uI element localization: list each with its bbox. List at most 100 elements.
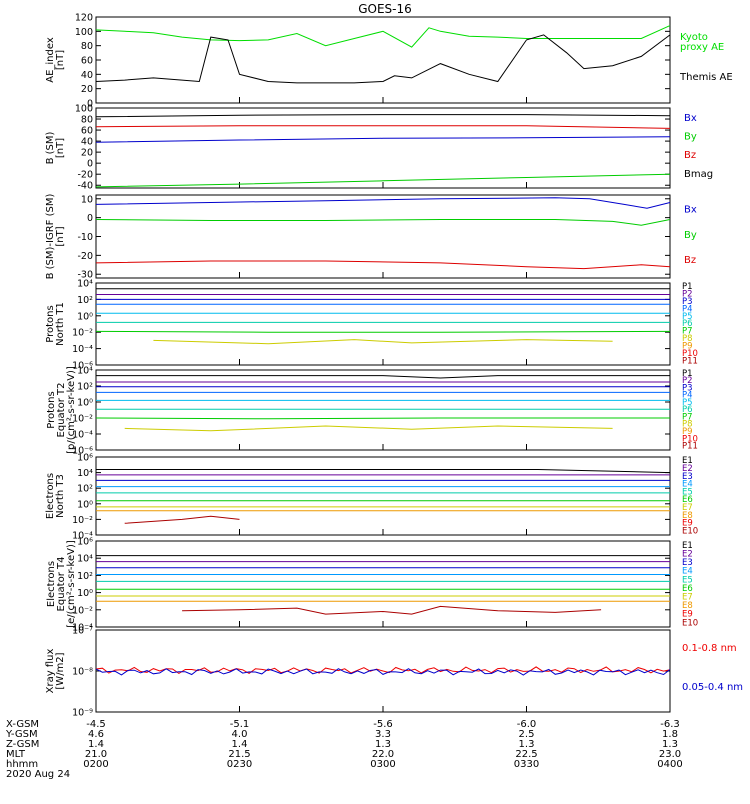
panel-1-series-kyoto-proxy-ae [95,25,671,48]
panel-7-legend-e7: E7 [682,592,693,602]
panel-2-series-bz [95,125,671,129]
ephemeris-value: 1.4 [232,739,248,750]
panel-3-series-by [95,219,671,226]
panel-3-ytick-label: -20 [77,251,93,262]
panel-3-ytick-label: -10 [77,232,93,243]
panel-2-series-bmag [95,114,671,118]
panel-5-legend-p3: P3 [682,383,693,393]
panel-4-legend-p6: P6 [682,319,693,329]
ephemeris-row-label: Y-GSM [5,729,38,740]
panel-6-ytick-label: 10⁻² [72,515,93,526]
panel-5-legend-p2: P2 [682,376,693,386]
panel-4-ytick-label: 10⁴ [77,279,93,290]
ephemeris-value: 21.0 [85,749,107,760]
panel-4-legend-p2: P2 [682,289,693,299]
ephemeris-row-label: hhmm [6,759,38,770]
panel-6-ytick-label: 10⁴ [77,468,93,479]
ephemeris-row-label: X-GSM [6,719,39,730]
panel-4-legend-p10: P10 [682,349,698,359]
ephemeris-row-label: MLT [6,749,26,760]
ephemeris-value: 1.8 [662,729,678,740]
panel-7-legend-e3: E3 [682,558,693,568]
panel-2-ytick-label: 20 [81,148,93,159]
panel-5-legend-p7: P7 [682,412,693,422]
panel-3-ytick-label: -30 [77,270,93,281]
panel-8-series-0-1-0-8-nm [95,666,671,674]
ephemeris-value: -5.1 [230,719,250,730]
panel-7-series-e9 [182,605,602,615]
panel-2-series-by [95,173,671,188]
ephemeris-row-label: Z-GSM [6,739,39,750]
panel-3-ylabel: B (SM)-IGRF (SM) [45,194,56,280]
ephemeris-value: 22.5 [515,749,537,760]
panel-8-legend-0-05-0-4-nm: 0.05-0.4 nm [682,682,743,693]
panel-3-ytick-label: 0 [87,213,93,224]
panel-3-legend-bz: Bz [684,255,696,266]
panel-5-ytick-label: 10⁴ [77,366,93,377]
ephemeris-value: 21.5 [228,749,250,760]
panel-4-frame [95,282,671,366]
panel-1-ytick-label: 0 [87,99,93,110]
ephemeris-value: 0200 [83,759,108,770]
panel-2-legend-bz: Bz [684,150,696,161]
panel-5-legend-p5: P5 [682,398,693,408]
panel-4-legend-p8: P8 [682,334,693,344]
ephemeris-value: 1.3 [519,739,535,750]
panel-7-legend-e5: E5 [682,575,693,585]
ephemeris-value: 0330 [514,759,539,770]
panel-7-legend-e6: E6 [682,584,693,594]
panel-2-ytick-label: -40 [77,181,93,192]
ephemeris-value: 1.4 [88,739,104,750]
ephemeris-value: 0300 [370,759,395,770]
panel-4-ytick-label: 10⁻⁴ [72,344,93,355]
ephemeris-value: -6.3 [660,719,680,730]
panel-8-series-0-05-0-4-nm [95,668,671,676]
panel-8-ytick-label: 10⁻⁸ [72,667,93,678]
panel-7-legend-e1: E1 [682,541,693,551]
panel-5-legend-p10: P10 [682,434,698,444]
panel-4-legend-p3: P3 [682,297,693,307]
panel-4-legend-p9: P9 [682,342,693,352]
panel-5-ytick-label: 10² [77,382,93,393]
panel-5-legend-p1: P1 [682,369,693,379]
panel-6-legend-e9: E9 [682,519,693,529]
panel-5-ytick-label: 10⁰ [77,398,93,409]
panel-2-ylabel: B (SM) [45,131,56,164]
panel-7-ytick-label: 10⁻⁴ [72,623,93,634]
panel-6-legend-e7: E7 [682,503,693,513]
panel-7-ytick-label: 10⁴ [77,554,93,565]
panel-4-ylabel: North T1 [55,302,66,346]
panel-4-ytick-label: 10⁻² [72,328,93,339]
ephemeris-value: -4.5 [86,719,106,730]
panel-7-ytick-label: 10² [77,571,93,582]
panel-5-legend-p4: P4 [682,391,693,401]
ephemeris-value: 4.6 [88,729,104,740]
panel-2-ytick-label: 80 [81,115,93,126]
panel-6-series-e1 [96,469,671,474]
ephemeris-value: 22.0 [372,749,394,760]
chart-title: GOES-16 [358,2,412,16]
panel-5-ylabel: Equator T2 [56,383,67,438]
panel-8-ylabel: [W/m2] [55,652,66,689]
panel-5-legend-p8: P8 [682,420,693,430]
panel-7-legend-e4: E4 [682,567,693,577]
panel-4-legend-p7: P7 [682,327,693,337]
panel-3-series-bz [95,260,671,270]
ephemeris-value: -5.6 [373,719,393,730]
panel-7-legend-e10: E10 [682,618,698,628]
ephemeris-value: 1.3 [662,739,678,750]
panel-8-legend-0-1-0-8-nm: 0.1-0.8 nm [682,643,737,654]
panel-6-series-e9 [124,515,240,524]
ephemeris-row-label: 2020 Aug 24 [6,769,70,780]
panel-2-ytick-label: 0 [87,159,93,170]
panel-3-ytick-label: 10 [81,194,93,205]
panel-2-ytick-label: -20 [77,170,93,181]
ephemeris-value: 0400 [657,759,682,770]
panel-6-ytick-label: 10⁻⁴ [72,531,93,542]
panel-4-legend-p1: P1 [682,282,693,292]
panel-7-ytick-label: 10⁶ [77,537,93,548]
ephemeris-value: 23.0 [659,749,681,760]
panel-1-legend-themis-ae: Themis AE [679,72,733,83]
